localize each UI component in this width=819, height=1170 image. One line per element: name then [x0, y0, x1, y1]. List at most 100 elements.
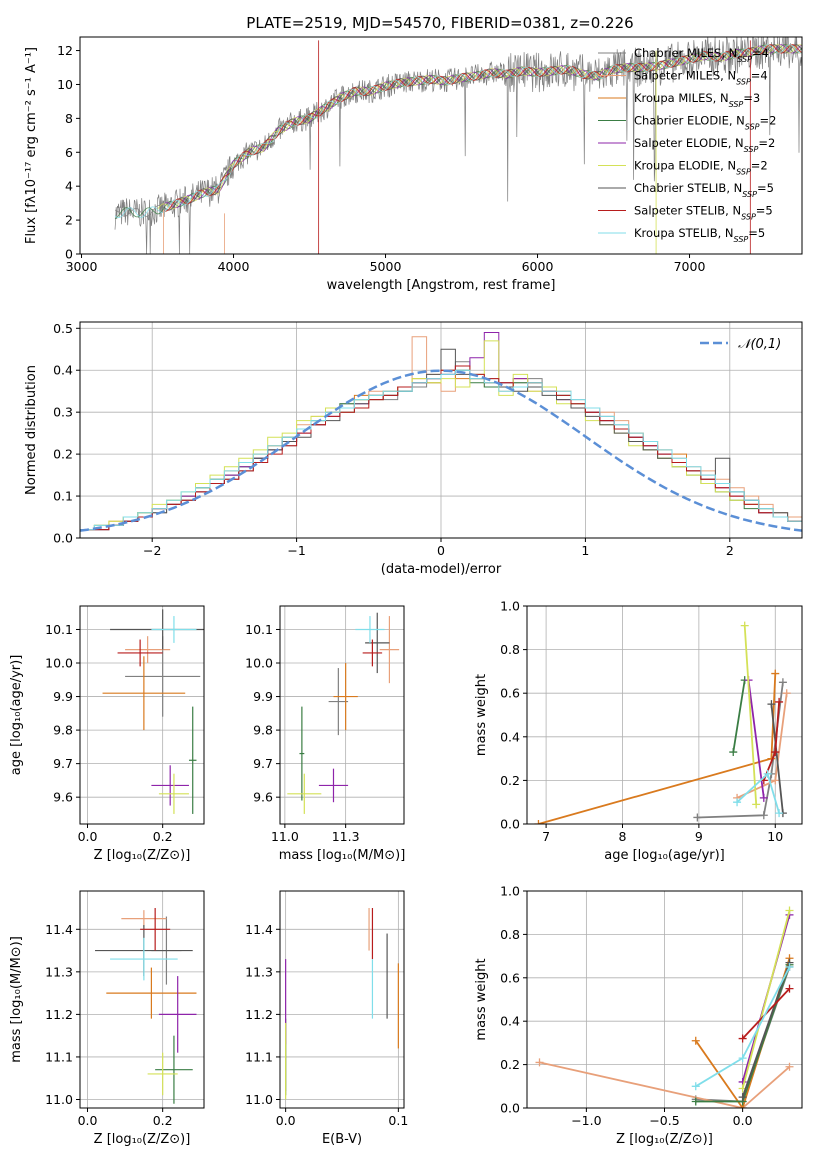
- x-tick-label: 0.0: [733, 1113, 753, 1128]
- weight-line-5: [743, 625, 758, 805]
- x-tick-label: 9: [695, 829, 703, 844]
- y-tick-label: 0.0: [500, 1101, 520, 1116]
- axes-frame: [79, 605, 205, 825]
- panel-mass-vs-ebv: 0.0 0.1 11.0 11.1 11.2 11.3 11.4 E(B-V): [245, 890, 408, 1147]
- x-axis-label: Z [log₁₀(Z/Z⊙)]: [94, 1132, 191, 1147]
- x-tick-label: 0.2: [153, 1113, 173, 1128]
- y-tick-label: 10.0: [245, 656, 273, 671]
- x-tick-label: 4000: [218, 259, 250, 274]
- legend-nssp: =5: [757, 181, 774, 195]
- y-tick-label: 10.1: [245, 622, 273, 637]
- legend-label: Kroupa STELIB, NSSP=5: [634, 226, 765, 244]
- gaussian-curve: [80, 369, 802, 532]
- panel-mass-vs-Z: 0.0 0.2 11.0 11.1 11.2 11.3 11.4 Z [log₁₀(Z/Z⊙)…: [9, 890, 205, 1147]
- y-tick-label: 8: [65, 111, 73, 126]
- weight-marker: [534, 820, 543, 824]
- y-tick-label: 0.1: [53, 489, 73, 504]
- weight-marker: [738, 1054, 747, 1063]
- errorbar-point-3: [155, 1035, 193, 1104]
- legend-nssp: =3: [743, 91, 760, 105]
- y-tick-label: 10.1: [45, 622, 73, 637]
- plot-area-mass-weight-vs-Z: [535, 906, 794, 1108]
- x-tick-label: 8: [619, 829, 627, 844]
- y-tick-label: 11.2: [245, 1007, 273, 1022]
- weight-marker: [738, 1093, 747, 1102]
- x-tick-label: 7: [542, 829, 550, 844]
- y-tick-label: 0.5: [53, 321, 73, 336]
- x-tick-label: 1: [581, 543, 589, 558]
- legend-model-name: Chabrier ELODIE: [634, 114, 729, 128]
- panel-residual-histogram: −2 −1 0 1 2 0.0 0.1 0.2 0.3 0.4 0.5 (data-model)/er…: [24, 321, 803, 577]
- weight-line-3: [732, 679, 746, 753]
- errorbar-point-8: [151, 616, 197, 643]
- errorbar-point-8: [110, 937, 178, 981]
- y-tick-label: 0.2: [500, 773, 520, 788]
- y-tick-label: 0.3: [53, 405, 73, 420]
- legend-model-name: Chabrier MILES: [634, 46, 721, 60]
- y-tick-label: 0.0: [53, 531, 73, 546]
- legend-nssp: =2: [760, 114, 777, 128]
- axes-frame: [279, 890, 405, 1109]
- errorbar-point-2: [333, 663, 358, 731]
- legend-model-name: Kroupa MILES: [634, 91, 713, 105]
- weight-marker: [771, 776, 780, 785]
- legend-nssp: =2: [758, 136, 775, 150]
- y-tick-label: 9.9: [253, 689, 273, 704]
- x-tick-label: 2: [726, 543, 734, 558]
- y-tick-label: 0.4: [500, 1014, 520, 1029]
- errorbar-point-0: [328, 668, 349, 736]
- x-tick-label: 0.0: [78, 829, 98, 844]
- legend-nssp: =4: [752, 46, 769, 60]
- weight-marker: [752, 800, 761, 809]
- errorbar-point-2: [102, 656, 186, 731]
- y-tick-label: 12: [57, 43, 73, 58]
- model-line-3: [114, 44, 802, 219]
- y-tick-label: 4: [65, 179, 73, 194]
- y-tick-label: 11.3: [45, 964, 73, 979]
- y-tick-label: 9.8: [53, 723, 73, 738]
- legend-model-name: Salpeter STELIB: [634, 204, 725, 218]
- y-tick-label: 11.4: [245, 922, 273, 937]
- weight-marker: [771, 748, 780, 757]
- legend-model-name: Salpeter ELODIE: [634, 136, 728, 150]
- y-tick-label: 0.0: [500, 817, 520, 832]
- y-tick-label: 11.2: [45, 1007, 73, 1022]
- weight-marker: [785, 962, 794, 971]
- legend-model-name: Kroupa STELIB: [634, 226, 718, 240]
- weight-marker: [729, 748, 738, 757]
- plot-area-residual-histogram: [80, 332, 802, 538]
- y-axis-label: mass weight: [474, 958, 489, 1040]
- legend-nssp: =5: [756, 204, 773, 218]
- x-tick-label: −1: [287, 543, 305, 558]
- x-tick-label: 0.1: [388, 1113, 408, 1128]
- y-tick-label: 9.8: [253, 723, 273, 738]
- y-axis-label: mass weight: [474, 674, 489, 756]
- y-tick-label: 9.7: [253, 756, 273, 771]
- x-axis-label: E(B-V): [322, 1132, 362, 1147]
- y-axis-label: Normed distribution: [24, 365, 39, 495]
- errorbar-point-4: [318, 768, 349, 803]
- legend-gaussian-label: 𝒩(0,1): [738, 337, 781, 352]
- y-tick-label: 0.4: [53, 363, 73, 378]
- legend-label: Salpeter STELIB, NSSP=5: [634, 204, 773, 222]
- y-tick-label: 0.2: [53, 447, 73, 462]
- x-tick-label: 11.0: [271, 829, 299, 844]
- legend-label: Kroupa MILES, NSSP=3: [634, 91, 760, 109]
- legend-model-name: Salpeter MILES: [634, 69, 720, 83]
- weight-marker: [740, 621, 749, 630]
- y-tick-label: 1.0: [500, 599, 520, 614]
- y-tick-label: 10: [57, 77, 73, 92]
- x-axis-label: Z [log₁₀(Z/Z⊙)]: [94, 848, 191, 863]
- y-tick-label: 11.4: [45, 922, 73, 937]
- weight-marker: [763, 769, 772, 778]
- errorbar-point-5: [287, 773, 322, 814]
- panel-mass-weight-vs-age: 7 8 9 10 0.0 0.2 0.4 0.6 0.8 1.0 age [log₁₀(age/yr…: [474, 599, 803, 863]
- weight-line-1: [539, 1061, 791, 1108]
- weight-marker: [775, 809, 784, 818]
- x-tick-label: 0.0: [78, 1113, 98, 1128]
- weight-marker: [775, 697, 784, 706]
- model-line-7: [163, 44, 802, 212]
- plot-area-spectrum: [114, 37, 802, 254]
- x-tick-label: 0: [437, 543, 445, 558]
